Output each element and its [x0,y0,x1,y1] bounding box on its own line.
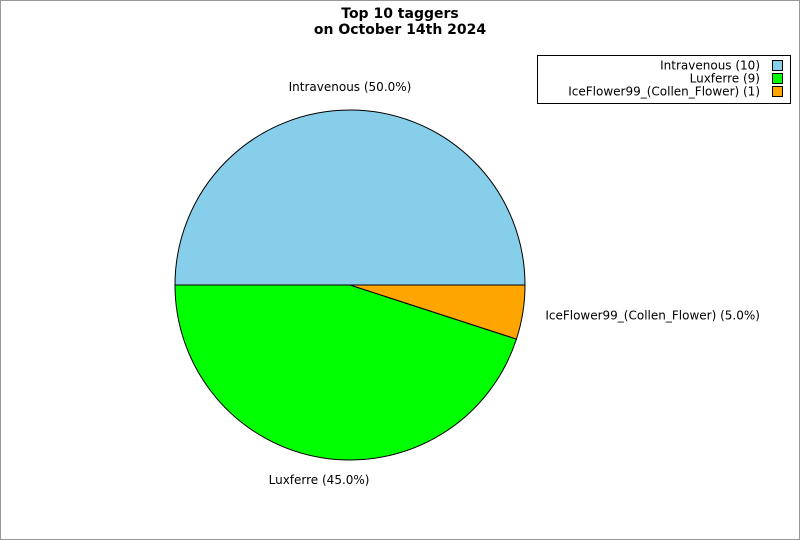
pie-slice [349,284,526,340]
chart-subtitle: on October 14th 2024 [314,22,487,38]
slice-label: Luxferre (45.0%) [269,473,370,487]
legend-label: Intravenous (10) [660,59,760,73]
legend-label: IceFlower99_(Collen_Flower) (1) [568,85,760,99]
slice-label: Intravenous (50.0%) [289,80,412,94]
legend-swatch [772,86,783,97]
chart-title: Top 10 taggers [341,6,458,22]
slice-label: IceFlower99_(Collen_Flower) (5.0%) [545,308,760,322]
legend-swatch [772,60,783,71]
pie-slice [174,284,518,461]
pie-slice [174,109,526,286]
legend-label: Luxferre (9) [690,72,760,86]
legend-swatch [772,73,783,84]
legend-box [537,55,791,104]
